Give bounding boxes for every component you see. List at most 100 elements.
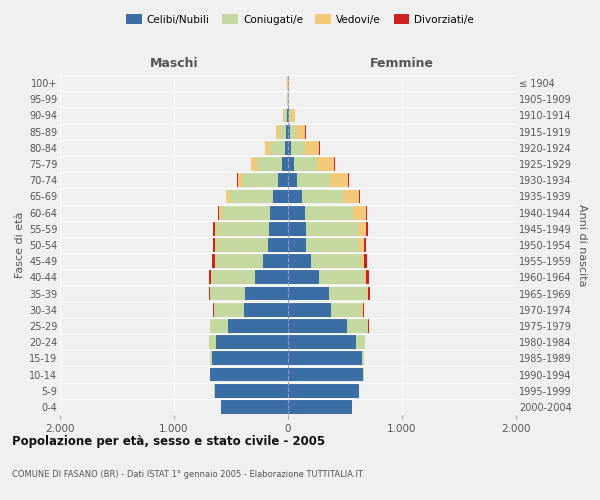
Bar — [367, 286, 368, 300]
Bar — [288, 319, 347, 333]
Bar — [364, 270, 366, 284]
Bar — [269, 222, 288, 235]
Bar — [362, 303, 364, 316]
Bar — [288, 254, 311, 268]
Bar — [215, 222, 216, 235]
Bar — [218, 206, 219, 220]
Bar — [288, 141, 291, 154]
Bar — [361, 254, 364, 268]
Bar — [329, 286, 367, 300]
Bar — [288, 125, 290, 138]
Bar — [284, 108, 287, 122]
Bar — [366, 270, 369, 284]
Bar — [286, 125, 288, 138]
Bar — [211, 368, 288, 382]
Bar — [278, 174, 288, 187]
Bar — [268, 238, 288, 252]
Bar — [288, 384, 359, 398]
Bar — [265, 141, 270, 154]
Bar — [211, 286, 245, 300]
Bar — [288, 190, 302, 203]
Bar — [288, 303, 331, 316]
Bar — [282, 157, 288, 171]
Bar — [294, 157, 317, 171]
Bar — [210, 352, 212, 365]
Bar — [263, 254, 288, 268]
Bar — [245, 286, 288, 300]
Bar — [270, 206, 288, 220]
Bar — [288, 286, 329, 300]
Bar — [365, 206, 367, 220]
Bar — [212, 270, 255, 284]
Bar — [364, 238, 367, 252]
Y-axis label: Fasce di età: Fasce di età — [14, 212, 25, 278]
Bar — [288, 108, 289, 122]
Bar — [306, 238, 359, 252]
Bar — [305, 141, 319, 154]
Bar — [288, 157, 294, 171]
Bar — [216, 336, 288, 349]
Bar — [288, 222, 305, 235]
Bar — [273, 190, 288, 203]
Bar — [238, 174, 242, 187]
Bar — [288, 368, 363, 382]
Bar — [211, 319, 227, 333]
Bar — [366, 222, 368, 235]
Bar — [288, 270, 319, 284]
Bar — [213, 238, 215, 252]
Bar — [291, 141, 305, 154]
Text: Maschi: Maschi — [149, 57, 199, 70]
Bar — [297, 174, 330, 187]
Bar — [288, 352, 362, 365]
Bar — [358, 222, 366, 235]
Bar — [242, 174, 278, 187]
Legend: Celibi/Nubili, Coniugati/e, Vedovi/e, Divorziati/e: Celibi/Nubili, Coniugati/e, Vedovi/e, Di… — [122, 10, 478, 29]
Bar — [347, 319, 368, 333]
Bar — [305, 206, 353, 220]
Bar — [221, 400, 288, 414]
Bar — [343, 190, 359, 203]
Bar — [221, 206, 270, 220]
Bar — [257, 157, 282, 171]
Bar — [279, 125, 286, 138]
Bar — [270, 141, 284, 154]
Bar — [226, 190, 230, 203]
Bar — [290, 125, 296, 138]
Y-axis label: Anni di nascita: Anni di nascita — [577, 204, 587, 286]
Bar — [212, 303, 214, 316]
Bar — [288, 206, 305, 220]
Bar — [209, 336, 216, 349]
Bar — [331, 303, 362, 316]
Bar — [215, 254, 263, 268]
Bar — [288, 174, 297, 187]
Text: Popolazione per età, sesso e stato civile - 2005: Popolazione per età, sesso e stato civil… — [12, 435, 325, 448]
Bar — [288, 336, 356, 349]
Bar — [368, 286, 370, 300]
Bar — [302, 190, 343, 203]
Bar — [209, 286, 211, 300]
Bar — [288, 400, 352, 414]
Bar — [317, 157, 334, 171]
Bar — [284, 141, 288, 154]
Bar — [305, 222, 358, 235]
Text: Femmine: Femmine — [370, 57, 434, 70]
Bar — [227, 319, 288, 333]
Text: COMUNE DI FASANO (BR) - Dati ISTAT 1° gennaio 2005 - Elaborazione TUTTITALIA.IT: COMUNE DI FASANO (BR) - Dati ISTAT 1° ge… — [12, 470, 363, 479]
Bar — [251, 157, 257, 171]
Bar — [288, 238, 306, 252]
Bar — [296, 125, 305, 138]
Bar — [212, 254, 215, 268]
Bar — [291, 108, 295, 122]
Bar — [364, 254, 367, 268]
Bar — [353, 206, 365, 220]
Bar — [255, 270, 288, 284]
Bar — [215, 384, 288, 398]
Bar — [215, 238, 268, 252]
Bar — [311, 254, 361, 268]
Bar — [216, 222, 269, 235]
Bar — [359, 238, 364, 252]
Bar — [362, 352, 364, 365]
Bar — [287, 108, 288, 122]
Bar — [213, 222, 215, 235]
Bar — [212, 352, 288, 365]
